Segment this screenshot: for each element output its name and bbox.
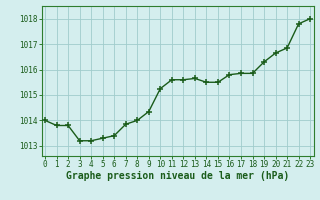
X-axis label: Graphe pression niveau de la mer (hPa): Graphe pression niveau de la mer (hPa) bbox=[66, 171, 289, 181]
